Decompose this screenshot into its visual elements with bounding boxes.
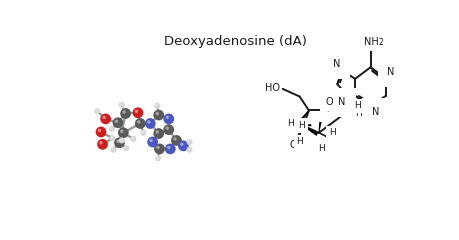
Text: H: H bbox=[296, 137, 302, 146]
Circle shape bbox=[154, 103, 160, 109]
Circle shape bbox=[97, 139, 108, 150]
Circle shape bbox=[132, 107, 143, 118]
Circle shape bbox=[147, 137, 157, 147]
Circle shape bbox=[153, 110, 164, 120]
Circle shape bbox=[102, 116, 106, 119]
Circle shape bbox=[149, 139, 152, 142]
Circle shape bbox=[147, 120, 150, 124]
Circle shape bbox=[171, 135, 181, 146]
Circle shape bbox=[114, 120, 118, 123]
Circle shape bbox=[163, 124, 174, 135]
Circle shape bbox=[165, 126, 168, 130]
Text: N: N bbox=[332, 59, 340, 69]
Circle shape bbox=[155, 104, 157, 106]
Circle shape bbox=[155, 112, 159, 115]
Circle shape bbox=[164, 144, 175, 154]
Circle shape bbox=[187, 148, 189, 150]
Text: H: H bbox=[353, 101, 360, 110]
Polygon shape bbox=[318, 122, 321, 133]
Circle shape bbox=[154, 144, 165, 154]
Circle shape bbox=[156, 156, 158, 158]
Circle shape bbox=[95, 126, 106, 137]
Text: H: H bbox=[354, 109, 361, 118]
Polygon shape bbox=[345, 112, 352, 116]
Circle shape bbox=[122, 110, 126, 114]
Circle shape bbox=[111, 148, 113, 150]
Circle shape bbox=[145, 118, 155, 129]
Circle shape bbox=[120, 130, 123, 133]
Circle shape bbox=[120, 139, 122, 141]
Circle shape bbox=[116, 139, 119, 143]
Circle shape bbox=[155, 130, 159, 134]
Circle shape bbox=[124, 146, 126, 148]
Circle shape bbox=[120, 108, 131, 119]
Text: NH: NH bbox=[363, 36, 378, 47]
Polygon shape bbox=[300, 110, 308, 120]
Text: H: H bbox=[328, 128, 335, 137]
Circle shape bbox=[118, 137, 124, 144]
Text: HO: HO bbox=[265, 83, 280, 93]
Circle shape bbox=[98, 129, 101, 132]
Circle shape bbox=[100, 114, 111, 124]
Circle shape bbox=[131, 137, 133, 139]
Circle shape bbox=[123, 145, 129, 151]
Circle shape bbox=[153, 128, 164, 139]
Circle shape bbox=[110, 147, 116, 153]
Circle shape bbox=[99, 141, 102, 144]
Text: H: H bbox=[318, 144, 325, 153]
Circle shape bbox=[156, 146, 159, 149]
Circle shape bbox=[95, 109, 97, 111]
Polygon shape bbox=[304, 127, 318, 136]
Circle shape bbox=[120, 103, 122, 105]
Text: OH: OH bbox=[289, 140, 304, 150]
Circle shape bbox=[141, 131, 143, 133]
Text: H: H bbox=[298, 121, 305, 130]
Circle shape bbox=[173, 137, 176, 141]
Circle shape bbox=[186, 147, 192, 153]
Circle shape bbox=[180, 143, 183, 146]
Text: N: N bbox=[338, 97, 345, 107]
Circle shape bbox=[108, 126, 115, 132]
Circle shape bbox=[112, 117, 123, 128]
Circle shape bbox=[163, 114, 174, 124]
Circle shape bbox=[109, 135, 115, 141]
Circle shape bbox=[186, 139, 192, 145]
Polygon shape bbox=[303, 124, 311, 126]
Text: O: O bbox=[325, 96, 332, 107]
Circle shape bbox=[167, 146, 170, 149]
Text: 2: 2 bbox=[377, 37, 382, 47]
Text: Deoxyadenosine (dA): Deoxyadenosine (dA) bbox=[164, 35, 307, 48]
Text: H: H bbox=[286, 119, 293, 128]
Circle shape bbox=[130, 136, 136, 142]
Circle shape bbox=[140, 130, 146, 136]
Circle shape bbox=[134, 109, 138, 113]
Circle shape bbox=[155, 155, 161, 161]
Circle shape bbox=[118, 102, 124, 108]
Text: N: N bbox=[386, 67, 394, 77]
Circle shape bbox=[94, 108, 100, 114]
Circle shape bbox=[118, 127, 129, 138]
Text: N: N bbox=[371, 107, 379, 117]
Circle shape bbox=[178, 140, 188, 151]
Circle shape bbox=[134, 118, 146, 129]
Circle shape bbox=[137, 120, 140, 124]
Circle shape bbox=[187, 140, 189, 142]
Circle shape bbox=[165, 116, 168, 119]
Circle shape bbox=[114, 137, 124, 148]
Circle shape bbox=[111, 136, 112, 138]
Circle shape bbox=[110, 127, 112, 129]
